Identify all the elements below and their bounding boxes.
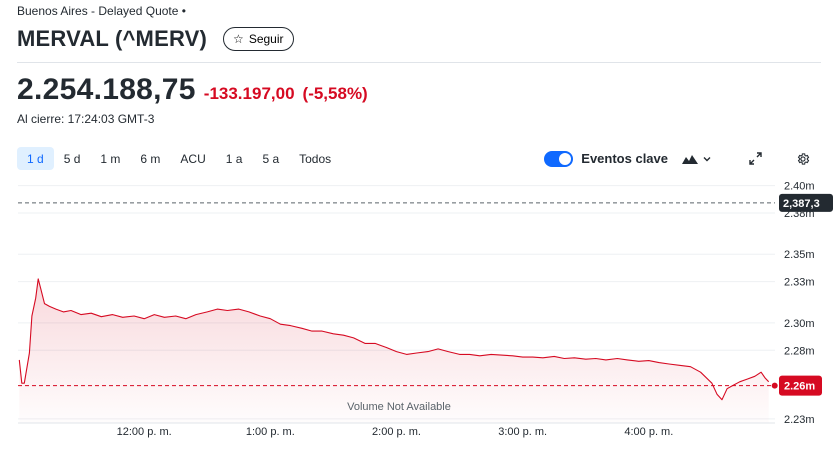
x-tick-label: 1:00 p. m. xyxy=(246,426,295,438)
previous-close-label: 2,387,3 xyxy=(783,198,820,210)
y-tick-label: 2.40m xyxy=(784,181,815,193)
last-price-label: 2.26m xyxy=(784,381,815,393)
exchange-label: Buenos Aires - Delayed Quote • xyxy=(17,4,186,18)
key-events-label: Eventos clave xyxy=(581,151,668,166)
quote-row: 2.254.188,75 -133.197,00 (-5,58%) xyxy=(17,73,368,107)
range-1d[interactable]: 1 d xyxy=(17,147,54,170)
price-line xyxy=(18,278,770,401)
range-5d[interactable]: 5 d xyxy=(63,151,81,166)
y-tick-label: 2.35m xyxy=(784,249,815,261)
chevron-down-icon xyxy=(703,156,711,161)
x-tick-label: 2:00 p. m. xyxy=(372,426,421,438)
range-todos[interactable]: Todos xyxy=(299,151,332,166)
settings-button[interactable] xyxy=(793,149,813,169)
range-5a[interactable]: 5 a xyxy=(262,151,280,166)
expand-button[interactable] xyxy=(745,149,765,169)
y-tick-label: 2.33m xyxy=(784,277,815,289)
follow-button-label: Seguir xyxy=(248,32,284,46)
header-divider xyxy=(17,62,821,63)
last-price-dot xyxy=(771,382,778,389)
y-tick-label: 2.28m xyxy=(784,345,815,357)
toggle-knob xyxy=(559,152,572,165)
follow-button[interactable]: ☆ Seguir xyxy=(223,27,294,51)
range-6m[interactable]: 6 m xyxy=(140,151,161,166)
x-tick-label: 4:00 p. m. xyxy=(624,426,673,438)
price-chart[interactable]: 2.40m2.38m2.35m2.33m2.30m2.28m2.23m2,387… xyxy=(0,176,833,459)
star-icon: ☆ xyxy=(233,32,244,46)
key-events-toggle[interactable] xyxy=(544,150,574,167)
mountain-icon xyxy=(682,154,698,164)
price-change: -133.197,00 xyxy=(203,84,295,103)
y-tick-label: 2.30m xyxy=(784,318,815,330)
y-tick-label: 2.23m xyxy=(784,414,815,426)
page-title: MERVAL (^MERV) xyxy=(17,26,208,51)
chart-toolbar: Eventos clave xyxy=(544,147,813,170)
volume-note: Volume Not Available xyxy=(347,401,451,413)
price-value: 2.254.188,75 xyxy=(17,73,196,106)
range-1m[interactable]: 1 m xyxy=(100,151,121,166)
chart-type-button[interactable] xyxy=(682,153,712,165)
x-tick-label: 3:00 p. m. xyxy=(498,426,547,438)
previous-close-tag xyxy=(779,193,833,212)
price-change-percent: (-5,58%) xyxy=(302,84,368,103)
last-price-tag xyxy=(779,375,822,396)
title-row: MERVAL (^MERV) ☆ Seguir xyxy=(17,26,294,52)
range-1a[interactable]: 1 a xyxy=(225,151,243,166)
range-selector: 1 d 5 d 1 m 6 m ACU 1 a 5 a Todos xyxy=(17,147,341,170)
x-tick-label: 12:00 p. m. xyxy=(117,426,172,438)
expand-icon xyxy=(748,152,762,165)
range-acu[interactable]: ACU xyxy=(180,151,206,166)
close-time: Al cierre: 17:24:03 GMT-3 xyxy=(17,112,155,126)
gear-icon xyxy=(797,152,810,165)
